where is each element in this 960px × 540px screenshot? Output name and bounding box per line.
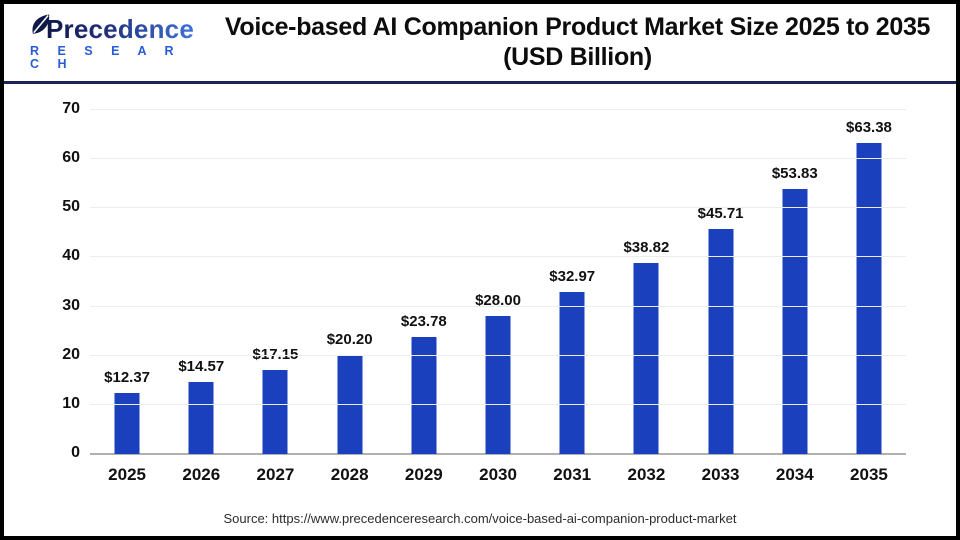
y-axis-tick-label-50: 50: [62, 198, 80, 216]
bar-column-2028: $20.20 2028: [313, 110, 387, 484]
y-axis-tick-label-30: 30: [62, 296, 80, 314]
bar-value-label-2031: $32.97: [549, 268, 596, 285]
bar-2027: [262, 370, 288, 454]
bar-column-2032: $38.82 2032: [609, 110, 683, 484]
bar-2031: [559, 292, 585, 454]
chart-area: $12.37 2025 $14.57 2026 $17.15 2027 $20.20 2028…: [4, 84, 956, 496]
x-axis-line: [90, 453, 906, 455]
gridline-20: [90, 354, 906, 356]
gridline-60: [90, 158, 906, 160]
bar-column-2029: $23.78 2029: [387, 110, 461, 484]
x-axis-label-2030: 2030: [479, 465, 517, 484]
bar-columns: $12.37 2025 $14.57 2026 $17.15 2027 $20.20 2028…: [90, 110, 906, 484]
y-axis-tick-label-60: 60: [62, 149, 80, 167]
logo-text-research: R E S E A R C H: [30, 44, 182, 71]
bar-value-label-2035: $63.38: [846, 119, 892, 136]
bar-value-label-2029: $23.78: [400, 313, 447, 330]
source-text: Source: https://www.precedenceresearch.c…: [223, 511, 737, 526]
x-axis-label-2031: 2031: [553, 465, 592, 484]
y-axis-tick-label-10: 10: [62, 394, 80, 412]
y-axis-tick-label-70: 70: [62, 100, 80, 117]
x-axis-label-2026: 2026: [182, 465, 221, 484]
bar-column-2031: $32.97 2031: [535, 110, 609, 484]
logo-wordmark: Precedence: [30, 14, 199, 44]
bar-2030: [485, 316, 511, 454]
bar-column-2034: $53.83 2034: [758, 110, 832, 484]
x-axis-label-2025: 2025: [108, 465, 146, 484]
bar-value-label-2034: $53.83: [771, 165, 818, 182]
bar-column-2030: $28.00 2030: [461, 110, 535, 484]
precedence-research-logo: Precedence R E S E A R C H: [4, 4, 199, 81]
y-axis-tick-label-20: 20: [62, 345, 80, 363]
bar-column-2025: $12.37 2025: [90, 110, 164, 484]
gridline-40: [90, 256, 906, 258]
y-axis-tick-label-40: 40: [62, 247, 80, 265]
bar-2029: [411, 337, 437, 454]
logo-text-precedence: Precedence: [46, 14, 194, 44]
bar-2033: [708, 229, 734, 454]
bar-value-label-2027: $17.15: [252, 346, 299, 363]
x-axis-label-2028: 2028: [330, 465, 369, 484]
bar-2034: [782, 189, 808, 454]
bar-column-2027: $17.15 2027: [238, 110, 312, 484]
bar-column-2033: $45.71 2033: [684, 110, 758, 484]
bar-column-2026: $14.57 2026: [164, 110, 238, 484]
bar-value-label-2026: $14.57: [178, 358, 225, 375]
bar-value-label-2025: $12.37: [104, 369, 151, 386]
bar-column-2035: $63.38 2035: [832, 110, 906, 484]
header: Precedence R E S E A R C H Voice-based A…: [4, 4, 956, 84]
x-axis-label-2029: 2029: [404, 465, 443, 484]
chart-title-line2: (USD Billion): [503, 43, 652, 71]
bar-value-label-2030: $28.00: [475, 292, 521, 309]
leaf-icon: [32, 14, 50, 34]
x-axis-label-2034: 2034: [775, 465, 814, 484]
gridline-70: [90, 109, 906, 110]
y-axis-tick-label-0: 0: [71, 444, 80, 461]
bar-value-label-2032: $38.82: [623, 239, 670, 256]
bar-2032: [633, 263, 659, 454]
bar-value-label-2028: $20.20: [326, 331, 373, 348]
x-axis-label-2032: 2032: [627, 465, 666, 484]
gridline-10: [90, 403, 906, 405]
gridline-30: [90, 305, 906, 307]
bar-2025: [114, 393, 140, 454]
x-axis-label-2033: 2033: [701, 465, 740, 484]
chart-title: Voice-based AI Companion Product Market …: [199, 4, 956, 81]
x-axis-label-2027: 2027: [256, 465, 295, 484]
bar-2035: [856, 143, 882, 454]
bar-2026: [188, 382, 214, 454]
plot-area: $12.37 2025 $14.57 2026 $17.15 2027 $20.20 2028…: [62, 100, 906, 484]
gridline-50: [90, 207, 906, 209]
x-axis-label-2035: 2035: [850, 465, 888, 484]
chart-title-line1: Voice-based AI Companion Product Market …: [224, 13, 931, 41]
bar-value-label-2033: $45.71: [697, 205, 744, 222]
